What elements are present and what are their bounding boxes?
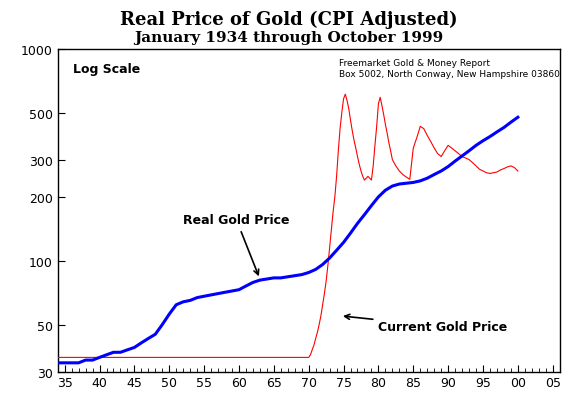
Text: Current Gold Price: Current Gold Price [344,315,508,333]
Text: Real Gold Price: Real Gold Price [183,214,290,275]
Text: Real Price of Gold (CPI Adjusted): Real Price of Gold (CPI Adjusted) [119,10,458,28]
Text: Log Scale: Log Scale [73,62,140,76]
Text: Freemarket Gold & Money Report
Box 5002, North Conway, New Hampshire 03860: Freemarket Gold & Money Report Box 5002,… [339,59,560,78]
Text: January 1934 through October 1999: January 1934 through October 1999 [134,31,443,45]
